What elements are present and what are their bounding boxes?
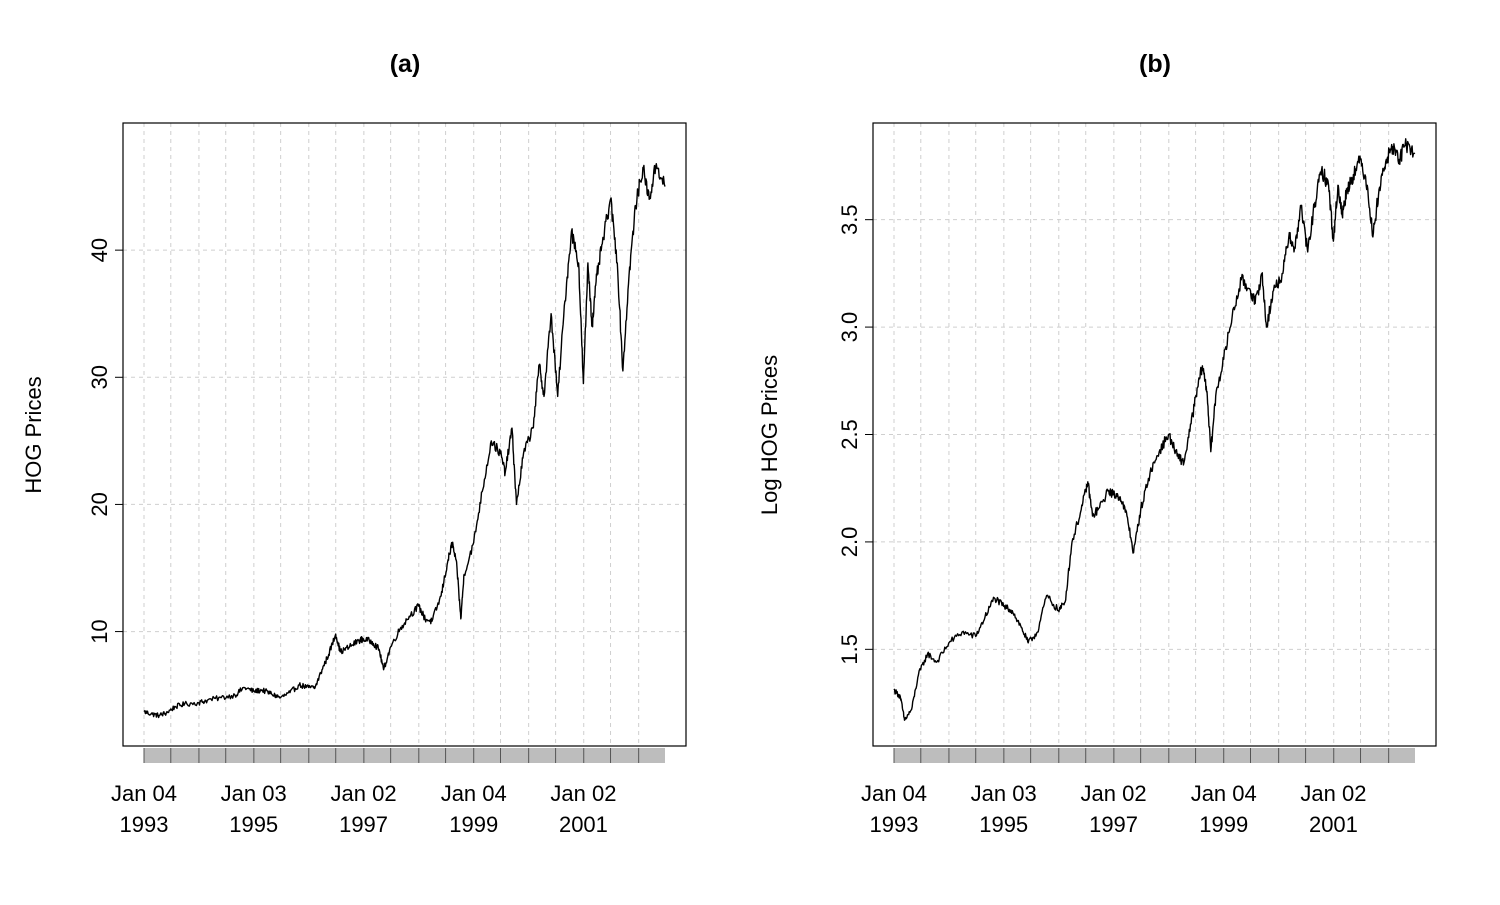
panel-b-x-tick-label: Jan 04	[861, 781, 927, 806]
panel-b-x-tick-band	[894, 748, 1415, 763]
panel-a-y-tick-label: 30	[87, 365, 112, 389]
panel-b-y-tick-label: 2.0	[837, 527, 862, 558]
panel-a-y-tick-label: 10	[87, 619, 112, 643]
panel-a-y-tick-label: 40	[87, 238, 112, 262]
panel-b-x-tick-year: 1993	[870, 812, 919, 837]
panel-a-x-tick-label: Jan 02	[550, 781, 616, 806]
panel-a-x-tick-year: 1997	[339, 812, 388, 837]
panel-a-x-tick-band	[144, 748, 665, 763]
panel-b-y-tick-label: 3.0	[837, 312, 862, 343]
panel-a-title: (a)	[390, 50, 421, 78]
panel-b-x-tick-year: 1997	[1089, 812, 1138, 837]
panel-b: (b) Log HOG Prices 1.5 2.0 2.5 3.0 3.5 Jan 04…	[757, 50, 1437, 837]
panel-a-y-axis-label: HOG Prices	[21, 376, 46, 493]
panel-a-x-tick-label: Jan 04	[111, 781, 177, 806]
panel-b-x-tick-year: 2001	[1309, 812, 1358, 837]
panel-b-title: (b)	[1139, 50, 1171, 78]
panel-a-y-tick-label: 20	[87, 492, 112, 516]
panel-b-price-series-line	[893, 138, 1416, 721]
panel-b-x-tick-label: Jan 02	[1300, 781, 1366, 806]
panel-a-plot-frame	[122, 122, 687, 747]
panel-a-x-tick-year: 2001	[559, 812, 608, 837]
panel-b-y-tick-label: 2.5	[837, 419, 862, 450]
panel-a-x-tick-year: 1993	[120, 812, 169, 837]
panel-a-x-tick-year: 1999	[449, 812, 498, 837]
panel-a-x-tick-label: Jan 02	[331, 781, 397, 806]
panel-a-x-tick-label: Jan 03	[221, 781, 287, 806]
panel-a-x-tick-label: Jan 04	[441, 781, 507, 806]
panel-b-x-tick-year: 1995	[979, 812, 1028, 837]
panel-b-y-tick-label: 1.5	[837, 634, 862, 665]
panel-b-x-tick-label: Jan 04	[1191, 781, 1257, 806]
panel-b-y-tick-label: 3.5	[837, 204, 862, 235]
panel-b-x-tick-label: Jan 03	[971, 781, 1037, 806]
panel-a: (a) HOG Prices 10 20 30 40 Jan 04 1993 Jan 03 1…	[21, 50, 687, 837]
panel-a-price-series-line	[143, 163, 666, 719]
panel-a-x-tick-year: 1995	[229, 812, 278, 837]
panel-b-y-axis-label: Log HOG Prices	[757, 355, 782, 515]
panel-b-x-tick-label: Jan 02	[1081, 781, 1147, 806]
panel-b-x-tick-year: 1999	[1199, 812, 1248, 837]
